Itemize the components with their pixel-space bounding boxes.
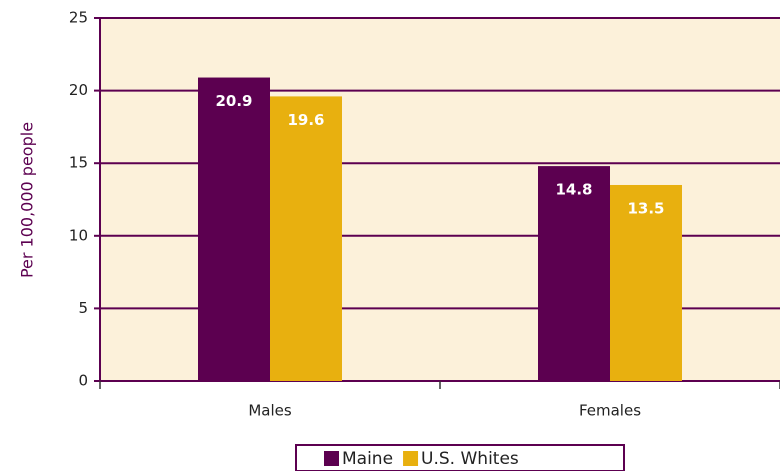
value-label: 13.5 [627,199,664,217]
y-tick-label: 10 [69,226,88,244]
x-tick-label: Males [248,402,292,420]
bar [198,77,270,382]
value-label: 14.8 [555,181,592,199]
legend-label: U.S. Whites [421,449,519,469]
y-tick-label: 15 [69,154,88,172]
legend-box [295,444,625,471]
legend-swatch [403,451,419,466]
y-axis-label: Per 100,000 people [18,122,37,278]
value-label: 19.6 [287,111,324,129]
value-label: 20.9 [215,92,252,110]
legend-swatch [324,451,339,466]
bar [270,96,342,382]
y-tick-label: 5 [78,299,88,317]
bar [610,184,682,381]
x-tick-label: Females [579,402,641,420]
legend-label: Maine [342,449,393,469]
y-tick-label: 0 [78,372,88,390]
y-tick-label: 25 [69,9,88,27]
y-tick-label: 20 [69,81,88,99]
bar [538,166,610,381]
